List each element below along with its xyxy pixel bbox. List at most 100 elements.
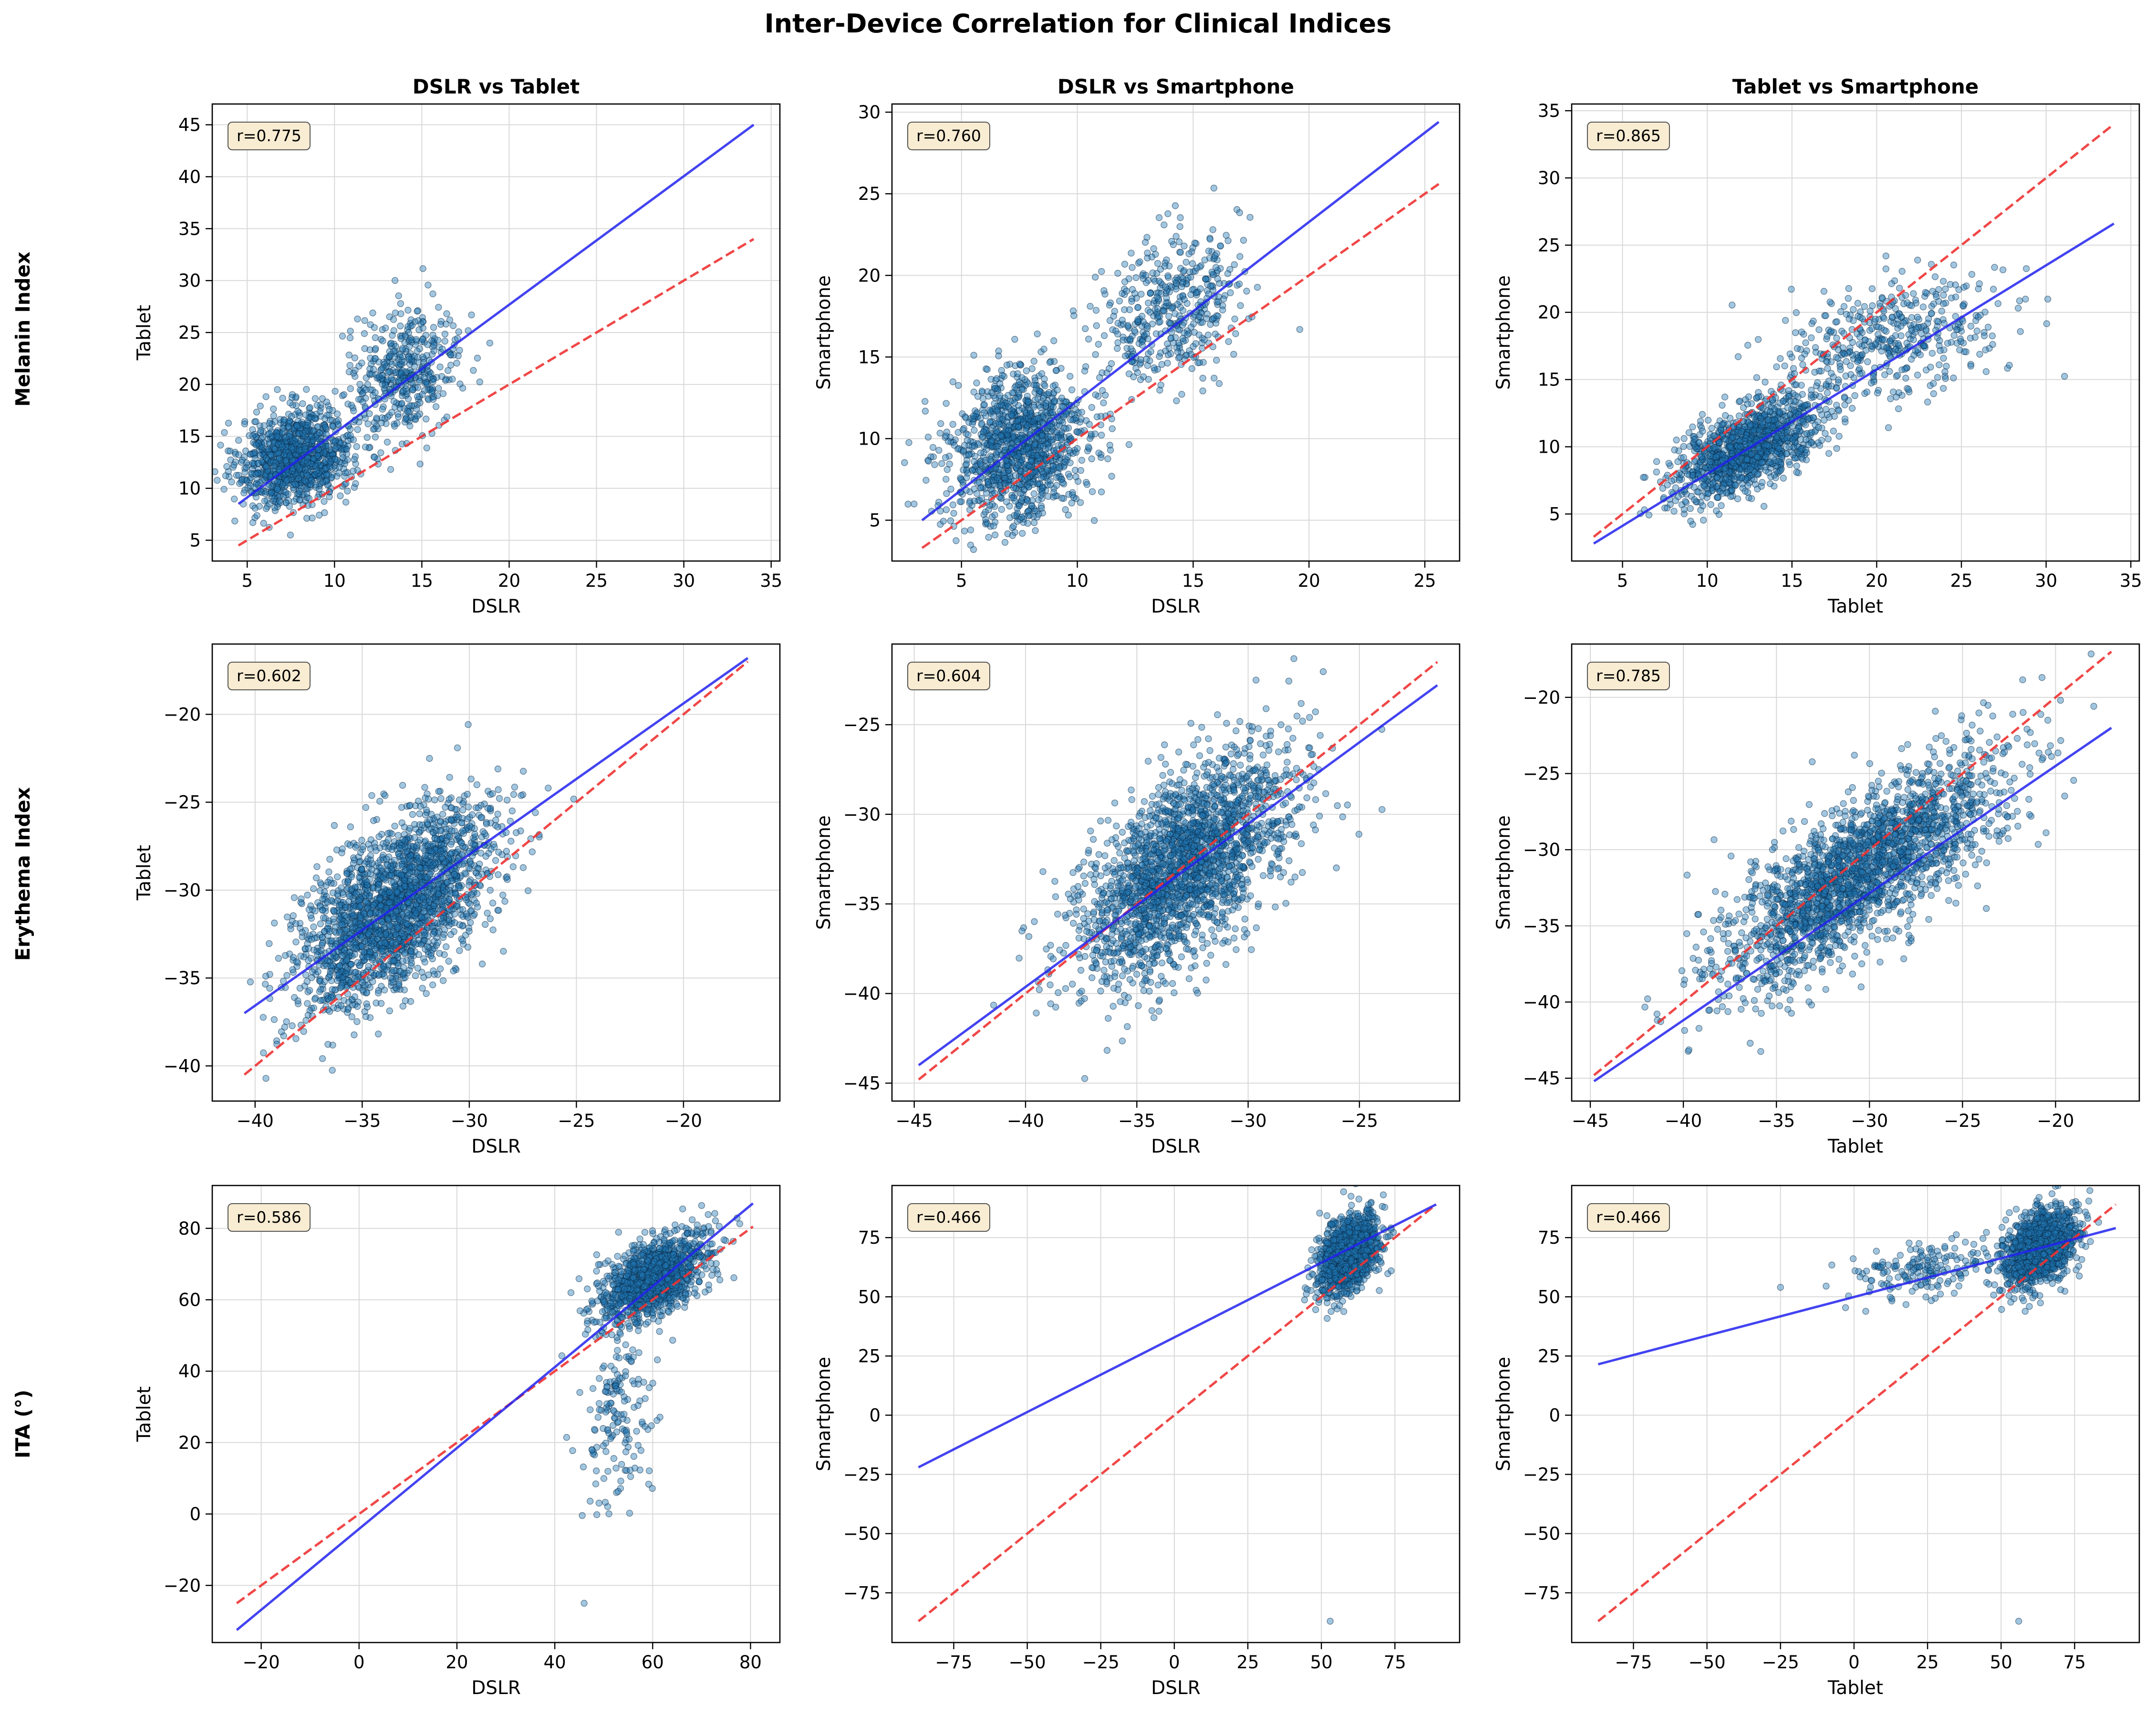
scatter-point <box>1783 444 1790 451</box>
scatter-point <box>1851 392 1858 399</box>
scatter-point <box>351 484 358 491</box>
scatter-point <box>943 506 950 513</box>
scatter-point <box>1005 403 1012 410</box>
scatter-point <box>1044 467 1051 474</box>
scatter-point <box>993 407 1001 415</box>
scatter-point <box>984 366 991 373</box>
scatter-point <box>1157 381 1164 389</box>
scatter-point <box>964 431 972 438</box>
scatter-point <box>1833 445 1840 452</box>
scatter-point <box>1119 316 1126 324</box>
scatter-point <box>1882 265 1889 272</box>
scatter-point <box>1704 490 1711 497</box>
scatter-point <box>1788 286 1795 293</box>
scatter-point <box>1930 380 1937 387</box>
scatter-point <box>961 527 968 535</box>
scatter-point <box>1116 297 1123 305</box>
scatter-point <box>1802 436 1810 444</box>
scatter-point <box>1196 359 1203 366</box>
scatter-point <box>974 393 982 400</box>
scatter-point <box>1939 278 1947 285</box>
scatter-point <box>1848 405 1856 412</box>
scatter-point <box>1841 395 1848 402</box>
scatter-point <box>1786 461 1793 468</box>
scatter-point <box>1114 345 1121 352</box>
scatter-point <box>347 385 354 392</box>
scatter-point <box>945 452 953 460</box>
scatter-point <box>266 425 274 432</box>
scatter-point <box>1031 441 1039 448</box>
scatter-point <box>1731 476 1738 483</box>
scatter-point <box>241 418 249 425</box>
scatter-point <box>1025 512 1032 520</box>
scatter-point <box>1124 322 1131 329</box>
scatter-point <box>1091 430 1099 437</box>
scatter-point <box>1011 399 1018 406</box>
scatter-point <box>262 393 270 400</box>
scatter-point <box>1016 360 1023 368</box>
scatter-point <box>1721 394 1729 401</box>
scatter-point <box>1719 489 1727 497</box>
scatter-point <box>993 375 1000 382</box>
scatter-point <box>1861 303 1868 310</box>
scatter-point <box>240 489 248 497</box>
scatter-point <box>404 307 412 314</box>
y-tick-label: 5 <box>189 530 201 551</box>
x-tick-label: 15 <box>411 571 433 591</box>
scatter-point <box>1227 289 1234 296</box>
scatter-point <box>286 417 293 425</box>
scatter-point <box>1246 214 1254 221</box>
scatter-point <box>937 420 944 427</box>
scatter-point <box>1640 474 1647 481</box>
y-tick-label: 15 <box>178 426 201 447</box>
scatter-point <box>1971 333 1979 341</box>
scatter-point <box>324 402 332 409</box>
scatter-point <box>1077 499 1084 506</box>
scatter-point <box>1104 455 1111 462</box>
scatter-point <box>235 472 242 479</box>
scatter-point <box>1100 287 1108 294</box>
scatter-point <box>313 410 320 418</box>
panel-0-0: 5 10 15 20 25 30 3551015202530354045DSLRTablet… <box>134 75 782 617</box>
scatter-point <box>362 443 369 451</box>
regression-line <box>238 124 755 505</box>
scatter-point <box>1014 417 1021 425</box>
scatter-point <box>353 443 360 450</box>
scatter-point <box>1122 352 1129 360</box>
scatter-point <box>1754 336 1762 343</box>
scatter-point <box>1825 377 1833 385</box>
scatter-point <box>432 403 440 410</box>
scatter-point <box>1881 371 1888 378</box>
scatter-point <box>1950 374 1957 382</box>
scatter-point <box>936 429 943 437</box>
scatter-point <box>1066 473 1073 480</box>
scatter-point <box>293 422 301 429</box>
scatter-point <box>1078 408 1086 416</box>
scatter-point <box>303 386 310 393</box>
scatter-point <box>1296 326 1304 333</box>
scatter-point <box>1038 488 1046 495</box>
y-tick-label: 40 <box>178 166 201 187</box>
scatter-point <box>345 368 353 375</box>
scatter-point <box>1680 454 1687 461</box>
scatter-point <box>378 419 385 426</box>
x-tick-label: 25 <box>1414 571 1436 591</box>
scatter-point <box>336 464 343 471</box>
scatter-point <box>1890 388 1897 395</box>
scatter-point <box>953 537 960 544</box>
row-label-melanin: Melanin Index <box>11 251 34 406</box>
scatter-point <box>1841 415 1849 423</box>
scatter-point <box>391 277 399 284</box>
scatter-point <box>424 381 431 388</box>
scatter-point <box>966 499 973 507</box>
scatter-point <box>1849 352 1856 359</box>
scatter-point <box>1237 302 1244 309</box>
scatter-point <box>1164 359 1171 367</box>
scatter-point <box>1040 345 1047 353</box>
scatter-point <box>419 336 426 343</box>
scatter-point <box>287 531 294 539</box>
scatter-point <box>1085 443 1092 451</box>
scatter-point <box>236 480 243 487</box>
scatter-point <box>1940 300 1947 307</box>
scatter-point <box>396 351 404 358</box>
